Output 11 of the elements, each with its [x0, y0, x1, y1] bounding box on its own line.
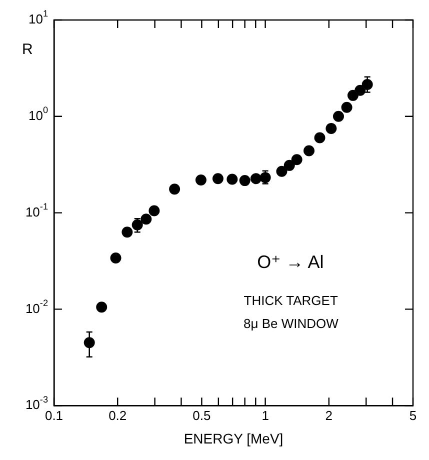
x-tick-label: 0.2 [108, 408, 127, 423]
x-tick-label: 5 [409, 408, 417, 423]
x-tick-label: 2 [325, 408, 333, 423]
annotation: 8μ Be WINDOW [244, 316, 340, 332]
x-tick-label: 0.5 [192, 408, 211, 423]
y-axis-title: R [22, 41, 33, 58]
x-axis-title: ENERGY [MeV] [184, 430, 284, 446]
x-tick-label: 1 [262, 408, 269, 423]
annotation: O⁺ → Al [257, 252, 324, 272]
annotation: THICK TARGET [244, 293, 338, 308]
x-tick-label: 0.1 [44, 408, 64, 423]
